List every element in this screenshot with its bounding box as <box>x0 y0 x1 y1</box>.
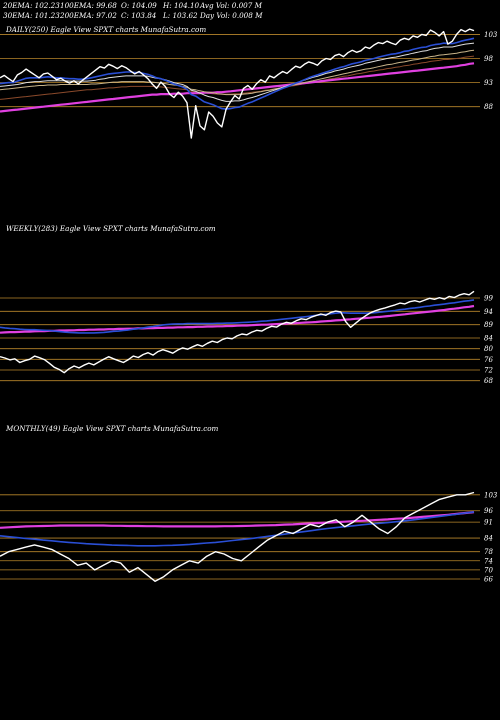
level-tick-label: 103 <box>484 491 498 499</box>
ema-white-line <box>0 42 475 102</box>
ema200-line <box>0 62 475 113</box>
day-vol-value: Day Vol: 0.008 M <box>200 11 263 20</box>
level-tick-label: 94 <box>484 308 493 316</box>
level-tick-label: 68 <box>484 377 493 385</box>
price-line <box>0 290 475 374</box>
level-tick-label: 78 <box>484 548 493 556</box>
level-tick-label: 70 <box>484 566 493 574</box>
level-tick-label: 91 <box>484 519 493 527</box>
ema20-value: 20EMA: 102.23 <box>3 1 60 10</box>
level-tick-label: 93 <box>484 79 493 87</box>
level-tick-label: 98 <box>484 55 493 63</box>
level-tick-label: 96 <box>484 507 493 515</box>
ema200-value: 200EMA: 97.02 <box>60 11 117 20</box>
level-tick-label: 84 <box>484 535 493 543</box>
avg-vol-value: Avg Vol: 0.007 M <box>200 1 262 10</box>
price-line <box>0 491 475 582</box>
level-tick-label: 89 <box>484 321 493 329</box>
high-value: H: 104.10 <box>163 1 200 10</box>
ema200-line <box>0 511 475 529</box>
level-tick-label: 99 <box>484 295 493 303</box>
ema-tan-line <box>0 49 475 96</box>
price-line <box>0 28 475 139</box>
ema20-line <box>0 299 475 334</box>
close-value: C: 103.84 <box>121 11 157 20</box>
level-tick-label: 80 <box>484 345 493 353</box>
monthly-panel-label: MONTHLY(49) Eagle View SPXT charts Munaf… <box>6 424 219 433</box>
ema-brown-line <box>0 55 475 100</box>
level-tick-label: 66 <box>484 575 493 583</box>
ema20-line <box>0 37 475 110</box>
weekly-panel-label: WEEKLY(283) Eagle View SPXT charts Munaf… <box>6 224 216 233</box>
low-value: L: 103.62 <box>163 11 198 20</box>
level-tick-label: 88 <box>484 103 493 111</box>
level-tick-label: 76 <box>484 356 493 364</box>
level-tick-label: 72 <box>484 367 493 375</box>
ema20-line <box>0 511 475 547</box>
level-tick-label: 74 <box>484 557 493 565</box>
ema30-value: 30EMA: 101.23 <box>3 11 60 20</box>
open-value: O: 104.09 <box>121 1 157 10</box>
ema200-line <box>0 304 475 334</box>
ema100-value: 100EMA: 99.68 <box>60 1 117 10</box>
daily-panel-label: DAILY(250) Eagle View SPXT charts Munafa… <box>6 25 207 34</box>
level-tick-label: 103 <box>484 31 498 39</box>
level-tick-label: 84 <box>484 335 493 343</box>
